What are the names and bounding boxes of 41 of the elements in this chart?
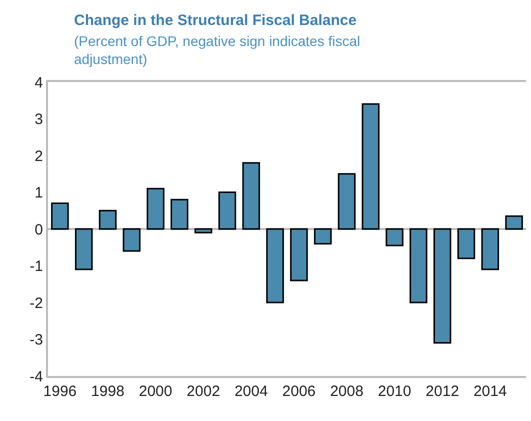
x-tick-label: 1996 — [43, 383, 77, 400]
x-tick-label: 2002 — [186, 383, 220, 400]
x-tick-label: 2010 — [378, 383, 412, 400]
chart-title: Change in the Structural Fiscal Balance — [74, 12, 357, 29]
y-tick-label: 0 — [34, 221, 43, 238]
y-tick-label: -2 — [30, 294, 43, 312]
x-tick-label: 2004 — [234, 383, 268, 400]
y-tick-label: 2 — [34, 148, 43, 165]
y-tick-label: -1 — [30, 258, 43, 275]
bar — [98, 210, 117, 230]
y-tick-label: -3 — [30, 332, 43, 348]
bar — [362, 103, 380, 230]
bar — [290, 228, 308, 282]
bar — [242, 162, 260, 230]
bar — [338, 173, 356, 230]
x-tick-label: 2008 — [330, 383, 364, 400]
bar — [170, 198, 188, 230]
x-tick-label: 2006 — [282, 383, 316, 400]
bar — [218, 192, 236, 230]
bar — [386, 228, 404, 246]
bar — [410, 228, 428, 304]
bar — [194, 228, 212, 234]
bar — [146, 188, 164, 230]
bar — [51, 202, 69, 230]
bar — [457, 228, 476, 260]
bar — [266, 228, 284, 304]
y-tick-label: -4 — [30, 368, 43, 386]
bar — [314, 228, 332, 244]
bar — [481, 228, 500, 270]
bar — [505, 215, 523, 230]
chart-subtitle: (Percent of GDP, negative sign indicates fiscal adjustment) — [74, 33, 360, 68]
y-tick-label: 3 — [34, 111, 43, 128]
x-tick-label: 2000 — [138, 383, 172, 400]
y-tick-label: 4 — [34, 74, 43, 92]
bar — [74, 228, 93, 270]
y-tick-label: 1 — [34, 184, 43, 202]
bar — [433, 228, 452, 344]
x-tick-label: 2014 — [473, 383, 507, 400]
x-tick-label: 2012 — [426, 383, 460, 400]
bar — [122, 228, 141, 252]
x-tick-label: 1998 — [91, 383, 124, 400]
